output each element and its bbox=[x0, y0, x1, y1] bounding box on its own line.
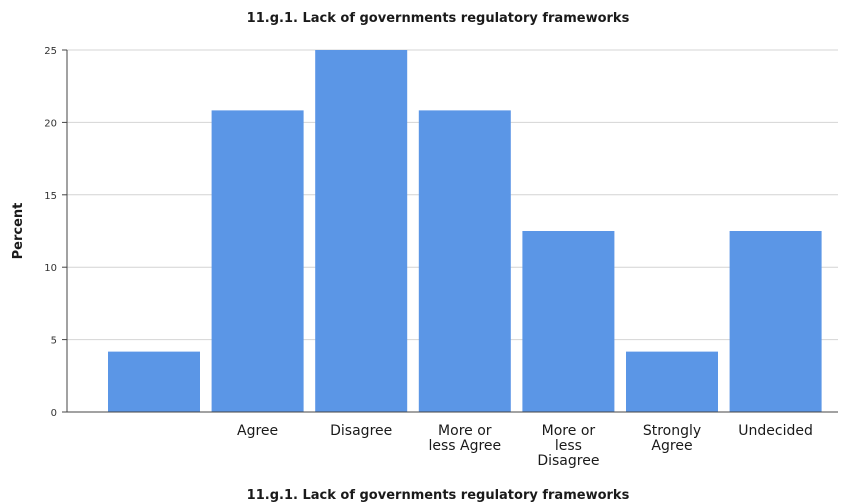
bar bbox=[108, 351, 200, 412]
y-tick-label: 10 bbox=[44, 263, 57, 274]
bar bbox=[522, 231, 615, 412]
y-tick-labels: 0 5 10 15 20 25 bbox=[44, 46, 57, 419]
bars bbox=[108, 50, 822, 413]
x-tick-label: Disagree bbox=[330, 423, 392, 439]
bar bbox=[729, 231, 822, 412]
axes bbox=[62, 49, 838, 413]
y-tick-label: 25 bbox=[44, 46, 57, 57]
bar bbox=[418, 110, 511, 413]
x-tick-labels: Agree Disagree More or less Agree More or les… bbox=[237, 423, 813, 469]
x-tick-label: More or less Disagree bbox=[537, 423, 599, 469]
y-tick-label: 15 bbox=[44, 191, 57, 202]
x-tick-label: Agree bbox=[237, 423, 278, 439]
y-axis-label: Percent bbox=[11, 203, 26, 260]
y-tick-label: 0 bbox=[51, 408, 57, 419]
x-tick-label: Undecided bbox=[738, 423, 813, 439]
y-tick-label: 20 bbox=[44, 118, 57, 129]
x-axis-label: 11.g.1. Lack of governments regulatory f… bbox=[247, 488, 630, 503]
bar bbox=[626, 351, 718, 412]
y-tick-label: 5 bbox=[51, 336, 57, 347]
x-tick-label: Strongly Agree bbox=[643, 423, 701, 454]
x-tick-label: More or less Agree bbox=[428, 423, 501, 454]
chart-title: 11.g.1. Lack of governments regulatory f… bbox=[247, 11, 630, 26]
bar bbox=[315, 50, 408, 412]
bar bbox=[211, 110, 304, 413]
